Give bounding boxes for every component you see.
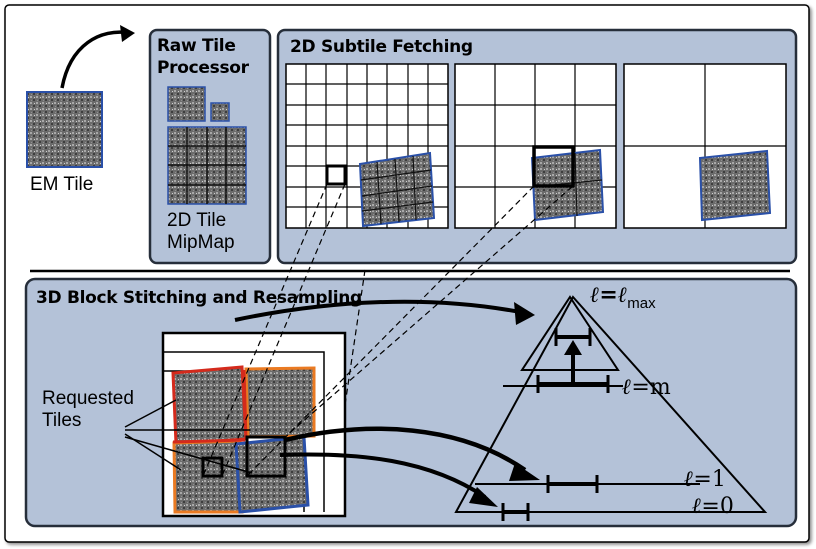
arrow-to-level-0 bbox=[279, 452, 487, 499]
level-m-symbol: ℓ bbox=[622, 374, 632, 400]
mipmap-caption: 2D Tile MipMap bbox=[167, 210, 235, 254]
requested-tile-top-right bbox=[244, 366, 316, 439]
requested-tiles-label: Requested Tiles bbox=[42, 388, 134, 432]
block-stitching-title: 3D Block Stitching and Resampling bbox=[36, 288, 362, 308]
mipmap-caption-line1: 2D Tile bbox=[167, 210, 227, 231]
arrow-tip bbox=[120, 25, 135, 42]
block-stitching-panel bbox=[24, 277, 798, 528]
level-max-sub: max bbox=[627, 295, 656, 312]
selected-subtile-fine bbox=[325, 164, 347, 186]
arrow-to-level-max bbox=[234, 299, 521, 322]
selected-subtile-medium bbox=[532, 145, 575, 188]
level-1-value: =1 bbox=[693, 467, 726, 492]
level-0-symbol: ℓ bbox=[692, 493, 702, 519]
em-tile-label: EM Tile bbox=[30, 174, 94, 195]
requested-tiles-line1: Requested bbox=[42, 388, 134, 409]
requested-tile-top-left bbox=[171, 365, 248, 446]
mipmap-level-1 bbox=[167, 86, 206, 122]
level-max-eq: =ℓ bbox=[599, 282, 628, 308]
arrow-to-level-1 bbox=[284, 426, 527, 472]
level-max-symbol: ℓ bbox=[590, 282, 600, 308]
mipmap-level-2 bbox=[210, 102, 230, 122]
level-0-label: ℓ=0 bbox=[692, 493, 734, 519]
raw-tile-processor-title-line1: Raw Tile bbox=[157, 36, 236, 56]
level-m-label: ℓ=m bbox=[622, 374, 671, 400]
level-1-symbol: ℓ bbox=[684, 466, 694, 492]
raw-tile-processor-title-line2: Processor bbox=[157, 58, 249, 78]
request-small-box bbox=[201, 456, 224, 478]
level-0-value: =0 bbox=[701, 494, 734, 519]
level-max-label: ℓ=ℓmax bbox=[590, 282, 656, 312]
mipmap-caption-line2: MipMap bbox=[167, 232, 235, 253]
rotated-tile-coarse bbox=[698, 149, 772, 222]
subtile-fetching-title: 2D Subtile Fetching bbox=[290, 37, 473, 57]
em-tile-image bbox=[26, 91, 103, 168]
level-1-label: ℓ=1 bbox=[684, 466, 726, 492]
raw-tile-processor-title: Raw Tile Processor bbox=[157, 35, 249, 79]
fetch-connection-lines bbox=[202, 183, 574, 477]
em-to-processor-arrow bbox=[60, 30, 131, 89]
requested-tiles-pointers bbox=[124, 399, 253, 474]
level-m-value: =m bbox=[631, 375, 671, 400]
block-middle bbox=[163, 351, 325, 512]
mipmap-grid bbox=[168, 127, 246, 204]
requested-tiles-line2: Tiles bbox=[42, 410, 82, 431]
